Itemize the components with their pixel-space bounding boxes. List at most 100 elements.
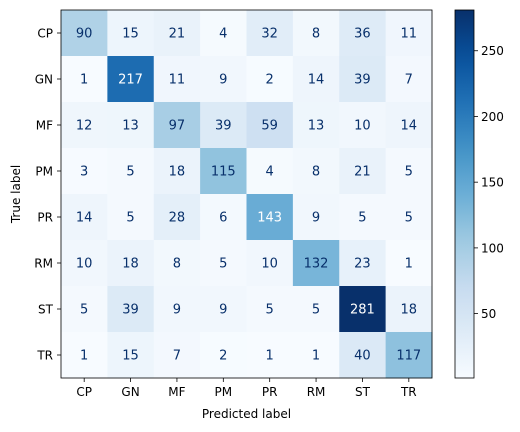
cell-value-label: 5 (358, 211, 366, 226)
heatmap-cell (61, 148, 108, 195)
x-tick-label: TR (400, 385, 417, 399)
cell-value-label: 1 (80, 73, 88, 88)
heatmap-cell (385, 286, 433, 333)
cell-value-label: 40 (354, 349, 371, 364)
heatmap-cell (292, 240, 340, 287)
cell-value-label: 5 (126, 211, 134, 226)
cell-value-label: 1 (405, 257, 413, 272)
heatmap-cell (107, 102, 155, 149)
cell-value-label: 13 (122, 119, 139, 134)
heatmap-cell (153, 56, 201, 103)
heatmap-cell (61, 240, 108, 287)
heatmap-cell (385, 56, 433, 103)
heatmap-cell (153, 332, 201, 379)
heatmap-cell (153, 194, 201, 241)
heatmap-cell (200, 240, 247, 287)
heatmap-cell (200, 194, 247, 241)
cell-value-label: 4 (266, 165, 274, 180)
cell-value-label: 18 (169, 165, 186, 180)
cell-value-label: 7 (405, 73, 413, 88)
heatmap-cell (61, 194, 108, 241)
heatmap-cell (246, 332, 294, 379)
heatmap-cell (339, 148, 387, 195)
heatmap-cell (61, 10, 108, 57)
cell-value-label: 117 (396, 349, 421, 364)
y-tick-label: MF (36, 119, 53, 133)
cell-value-label: 132 (304, 257, 329, 272)
cell-value-label: 217 (118, 73, 143, 88)
heatmap-cell (107, 10, 155, 57)
plot-frame (60, 9, 433, 379)
x-axis: CP GN MF PM PR RM ST TR (76, 378, 417, 399)
heatmap-cell (246, 148, 294, 195)
heatmap-cell (339, 286, 387, 333)
heatmap-cell (200, 102, 247, 149)
heatmap-cell (292, 102, 340, 149)
heatmap-cell (107, 148, 155, 195)
heatmap-cells: 90 15 21 4 32 8 36 111 217 11 9 2 14 39 712 13 97 39 59 13 1… (61, 10, 433, 379)
cell-value-label: 14 (76, 211, 93, 226)
heatmap-cell (339, 102, 387, 149)
heatmap-cell (292, 194, 340, 241)
heatmap-cell (246, 240, 294, 287)
colorbar-tick-label: 250 (481, 44, 504, 58)
heatmap-cell (385, 240, 433, 287)
cell-value-label: 143 (257, 211, 282, 226)
heatmap-cell (246, 102, 294, 149)
heatmap-cell (339, 332, 387, 379)
cell-value-label: 21 (169, 27, 186, 42)
heatmap-cell (339, 194, 387, 241)
cell-value-label: 5 (126, 165, 134, 180)
cell-value-label: 12 (76, 119, 93, 134)
cell-value-label: 281 (350, 303, 375, 318)
heatmap-cell (200, 332, 247, 379)
cell-value-label: 9 (173, 303, 181, 318)
colorbar-tick-label: 200 (481, 110, 504, 124)
heatmap-cell (107, 240, 155, 287)
heatmap-cell (339, 56, 387, 103)
heatmap-cell (339, 10, 387, 57)
heatmap-cell (107, 194, 155, 241)
heatmap-cell (385, 10, 433, 57)
cell-value-label: 11 (401, 27, 418, 42)
cell-value-label: 9 (312, 211, 320, 226)
cell-value-label: 10 (76, 257, 93, 272)
cell-value-label: 1 (80, 349, 88, 364)
cell-value-label: 5 (80, 303, 88, 318)
heatmap-cell (200, 286, 247, 333)
heatmap-cell (153, 148, 201, 195)
colorbar-axis: 50 100 150 200 250 (474, 44, 504, 321)
heatmap-cell (153, 10, 201, 57)
heatmap-cell (246, 56, 294, 103)
x-tick-label: MF (168, 385, 185, 399)
cell-value-label: 10 (261, 257, 278, 272)
heatmap-cell (246, 10, 294, 57)
cell-value-label: 39 (122, 303, 139, 318)
x-tick-label: PM (215, 385, 233, 399)
cell-value-label: 11 (169, 73, 186, 88)
heatmap-cell (200, 148, 247, 195)
cell-value-label: 32 (261, 27, 278, 42)
x-tick-label: CP (76, 385, 92, 399)
cell-value-label: 15 (122, 27, 139, 42)
heatmap-cell (339, 240, 387, 287)
heatmap-cell (385, 148, 433, 195)
y-tick-label: TR (36, 349, 53, 363)
heatmap-cell (292, 10, 340, 57)
cell-value-label: 9 (219, 73, 227, 88)
x-tick-label: ST (355, 385, 371, 399)
heatmap-cell (292, 332, 340, 379)
cell-value-label: 59 (261, 119, 278, 134)
cell-value-label: 21 (354, 165, 371, 180)
cell-value-label: 5 (312, 303, 320, 318)
cell-value-label: 14 (401, 119, 418, 134)
cell-value-label: 97 (169, 119, 186, 134)
x-axis-label: Predicted label (202, 407, 291, 421)
cell-value-label: 8 (173, 257, 181, 272)
colorbar-tick-label: 50 (481, 307, 496, 321)
heatmap-cell (200, 10, 247, 57)
cell-value-label: 5 (405, 211, 413, 226)
cell-value-label: 5 (266, 303, 274, 318)
cell-value-label: 23 (354, 257, 371, 272)
